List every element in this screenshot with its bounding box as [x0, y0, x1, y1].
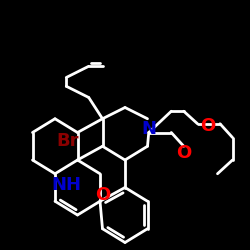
Text: N: N	[141, 120, 156, 138]
Text: O: O	[200, 117, 215, 135]
Text: Br: Br	[56, 132, 79, 150]
Text: O: O	[95, 186, 110, 204]
Text: NH: NH	[51, 176, 81, 194]
Text: O: O	[176, 144, 192, 162]
